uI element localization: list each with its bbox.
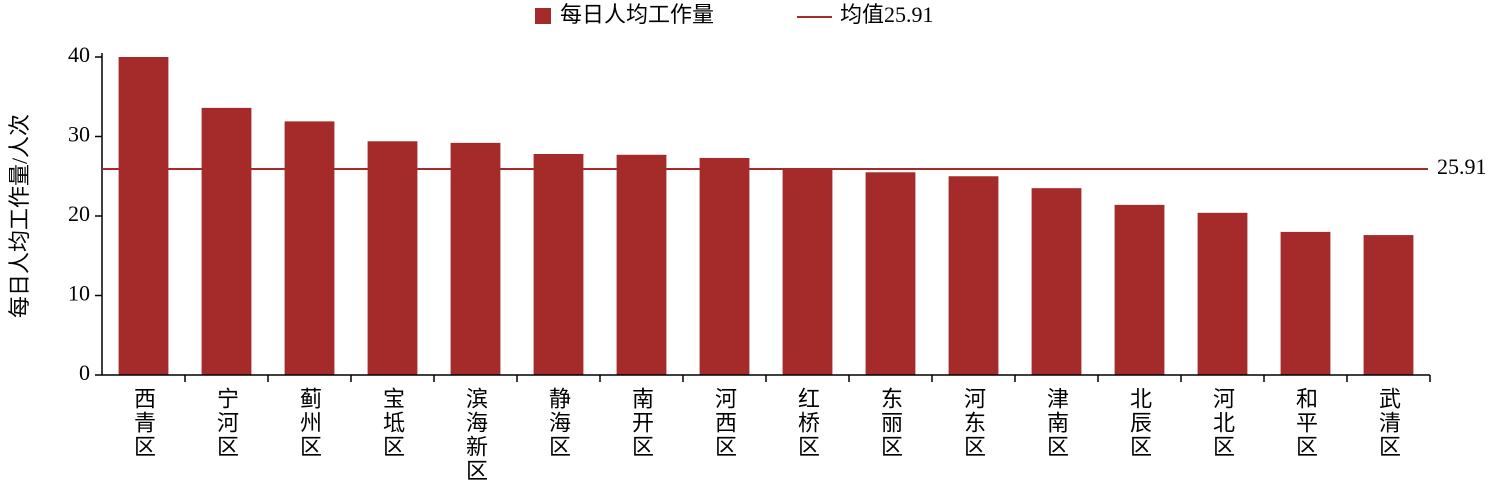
bar [450,142,501,375]
bar [1197,212,1248,375]
x-tick-label: 宝坻区 [380,387,405,459]
y-tick-label: 40 [68,42,90,67]
bar [284,121,335,376]
bar [118,57,169,375]
x-tick-label: 津南区 [1044,387,1069,459]
bar [616,154,667,375]
bar [533,153,584,375]
bar [1114,204,1165,375]
bar [782,169,833,375]
legend-label: 每日人均工作量 [560,2,714,27]
x-tick-label: 宁河区 [214,387,239,459]
bar [948,176,999,375]
x-tick-label: 东丽区 [878,387,903,459]
y-axis-label: 每日人均工作量/人次 [7,114,32,318]
bar [1031,188,1082,375]
x-tick-label: 西青区 [131,387,156,459]
legend-label: 均值25.91 [840,2,934,27]
x-tick-label: 蓟州区 [297,387,322,459]
x-tick-label: 红桥区 [795,387,820,459]
x-tick-label: 武清区 [1376,387,1401,459]
bar [1363,235,1414,375]
x-tick-label: 静海区 [546,387,571,459]
x-tick-label: 河西区 [712,387,737,459]
bar [865,172,916,375]
x-tick-label: 河北区 [1210,387,1235,459]
bar [1280,231,1331,375]
bar [201,107,252,375]
bar [367,141,418,375]
x-tick-label: 南开区 [629,387,654,459]
x-tick-label: 滨海新区 [463,387,488,483]
x-tick-label: 河东区 [961,387,986,459]
legend-swatch [535,8,551,24]
reference-label: 25.91 [1437,154,1487,179]
y-tick-label: 10 [68,281,90,306]
x-tick-label: 和平区 [1293,387,1318,459]
y-tick-label: 0 [79,360,90,385]
y-tick-label: 30 [68,122,90,147]
y-tick-label: 20 [68,201,90,226]
bar [699,157,750,375]
x-tick-label: 北辰区 [1127,387,1152,459]
